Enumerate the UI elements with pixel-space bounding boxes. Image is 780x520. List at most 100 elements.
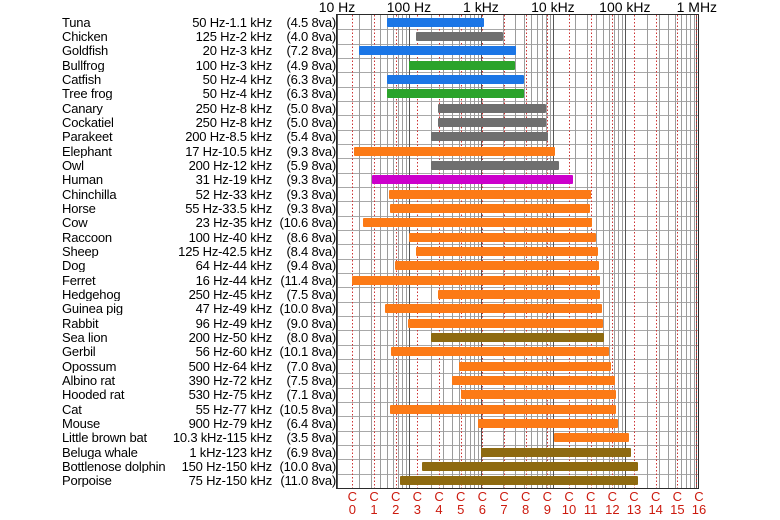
octave-span-label: (10.0 8va) bbox=[279, 301, 336, 317]
x-axis-tick-label: 10 Hz bbox=[318, 0, 356, 15]
row-grid-line bbox=[337, 402, 698, 403]
animal-row-label: Elephant 17 Hz-10.5 kHz (9.3 8va) bbox=[62, 144, 336, 158]
octave-number: 10 bbox=[561, 502, 577, 517]
row-grid-line bbox=[337, 244, 698, 245]
frequency-range-label: 200 Hz-12 kHz bbox=[188, 157, 273, 173]
hearing-range-bar bbox=[438, 103, 546, 113]
octave-span-label: (11.4 8va) bbox=[280, 272, 336, 288]
row-grid-line bbox=[337, 373, 698, 374]
octave-label: C 16 bbox=[682, 490, 716, 516]
animal-row-label: Beluga whale 1 kHz-123 kHz (6.9 8va) bbox=[62, 445, 336, 459]
octave-span-label: (8.6 8va) bbox=[286, 229, 336, 245]
animal-name: Cow bbox=[62, 216, 88, 230]
row-grid-line bbox=[337, 287, 698, 288]
octave-letter: C bbox=[477, 489, 488, 504]
octave-number: 11 bbox=[583, 502, 598, 517]
hearing-range-bar bbox=[416, 32, 503, 41]
octave-number: 2 bbox=[392, 502, 400, 517]
frequency-range-label: 125 Hz-2 kHz bbox=[195, 28, 273, 44]
octave-span-label: (5.4 8va) bbox=[286, 129, 336, 145]
animal-name: Tuna bbox=[62, 15, 91, 29]
row-grid-line bbox=[337, 459, 698, 460]
decade-grid-line bbox=[409, 15, 410, 488]
minor-grid-line bbox=[622, 15, 623, 488]
hearing-range-bar bbox=[400, 476, 638, 486]
x-axis-tick-label: 1 kHz bbox=[463, 0, 499, 15]
minor-grid-line bbox=[647, 15, 648, 488]
animal-name: Albino rat bbox=[62, 373, 115, 387]
octave-span-label: (4.0 8va) bbox=[286, 28, 336, 44]
x-axis-tick-label: 100 kHz bbox=[599, 0, 651, 15]
octave-span-label: (4.9 8va) bbox=[286, 57, 336, 73]
animal-name: Canary bbox=[62, 101, 103, 115]
octave-span-label: (10.5 8va) bbox=[279, 401, 336, 417]
row-grid-line bbox=[337, 72, 698, 73]
animal-name: Bottlenose dolphin bbox=[62, 459, 166, 473]
octave-letter: C bbox=[412, 489, 423, 504]
animal-row-label: Human 31 Hz-19 kHz (9.3 8va) bbox=[62, 173, 336, 187]
row-grid-line bbox=[337, 316, 698, 317]
animal-row-label: Horse 55 Hz-33.5 kHz (9.3 8va) bbox=[62, 201, 336, 215]
row-grid-line bbox=[337, 87, 698, 88]
frequency-range-label: 50 Hz-4 kHz bbox=[202, 71, 273, 87]
decade-grid-line bbox=[337, 15, 338, 488]
animal-row-label: Porpoise 75 Hz-150 kHz (11.0 8va) bbox=[62, 474, 336, 488]
frequency-range-label: 55 Hz-33.5 kHz bbox=[185, 200, 272, 216]
hearing-range-bar bbox=[390, 404, 616, 414]
animal-row-label: Dog 64 Hz-44 kHz (9.4 8va) bbox=[62, 259, 336, 273]
octave-label: C 10 bbox=[552, 490, 586, 516]
frequency-range-label: 250 Hz-8 kHz bbox=[195, 114, 273, 130]
hearing-range-bar bbox=[461, 390, 616, 400]
octave-label: C 12 bbox=[595, 490, 629, 516]
octave-span-label: (9.3 8va) bbox=[286, 200, 336, 216]
octave-number: 4 bbox=[435, 502, 443, 517]
animal-name: Rabbit bbox=[62, 316, 99, 330]
octave-number: 13 bbox=[626, 502, 642, 517]
octave-note-line bbox=[352, 15, 353, 488]
hearing-range-bar bbox=[372, 175, 573, 185]
animal-name: Horse bbox=[62, 201, 96, 215]
octave-letter: C bbox=[694, 489, 704, 504]
octave-span-label: (7.1 8va) bbox=[286, 387, 336, 403]
hearing-range-bar bbox=[387, 17, 484, 27]
octave-letter: C bbox=[585, 489, 596, 504]
animal-row-label: Parakeet 200 Hz-8.5 kHz (5.4 8va) bbox=[62, 130, 336, 144]
hearing-range-bar bbox=[359, 46, 516, 56]
frequency-range-label: 31 Hz-19 kHz bbox=[195, 172, 273, 188]
animal-row-label: Rabbit 96 Hz-49 kHz (9.0 8va) bbox=[62, 316, 336, 330]
plot-area bbox=[336, 14, 699, 489]
row-grid-line bbox=[337, 29, 698, 30]
hearing-range-bar bbox=[438, 118, 546, 127]
hearing-range-bar bbox=[387, 75, 524, 84]
animal-name: Chinchilla bbox=[62, 187, 117, 201]
animal-name: Raccoon bbox=[62, 230, 112, 244]
animal-row-label: Opossum 500 Hz-64 kHz (7.0 8va) bbox=[62, 359, 336, 373]
hearing-range-bar bbox=[409, 60, 515, 70]
animal-name: Ferret bbox=[62, 273, 96, 287]
frequency-range-label: 125 Hz-42.5 kHz bbox=[178, 243, 272, 259]
octave-span-label: (9.4 8va) bbox=[286, 258, 336, 274]
octave-letter: C bbox=[434, 489, 444, 504]
frequency-range-label: 20 Hz-3 kHz bbox=[202, 43, 273, 59]
hearing-range-bar bbox=[352, 275, 600, 285]
octave-letter: C bbox=[347, 489, 358, 504]
animal-name: Porpoise bbox=[62, 474, 112, 488]
animal-name: Tree frog bbox=[62, 87, 113, 101]
octave-span-label: (7.5 8va) bbox=[286, 286, 336, 302]
row-grid-line bbox=[337, 230, 698, 231]
animal-name: Chicken bbox=[62, 29, 108, 43]
row-grid-line bbox=[337, 431, 698, 432]
row-grid-line bbox=[337, 216, 698, 217]
octave-number: 7 bbox=[500, 502, 508, 517]
row-grid-line bbox=[337, 416, 698, 417]
octave-number: 0 bbox=[348, 502, 356, 517]
octave-letter: C bbox=[672, 489, 683, 504]
octave-label: C 15 bbox=[660, 490, 694, 516]
hearing-range-bar bbox=[478, 419, 618, 428]
frequency-range-label: 900 Hz-79 kHz bbox=[188, 415, 273, 431]
animal-name: Catfish bbox=[62, 72, 102, 86]
animal-row-label: Bullfrog 100 Hz-3 kHz (4.9 8va) bbox=[62, 58, 336, 72]
